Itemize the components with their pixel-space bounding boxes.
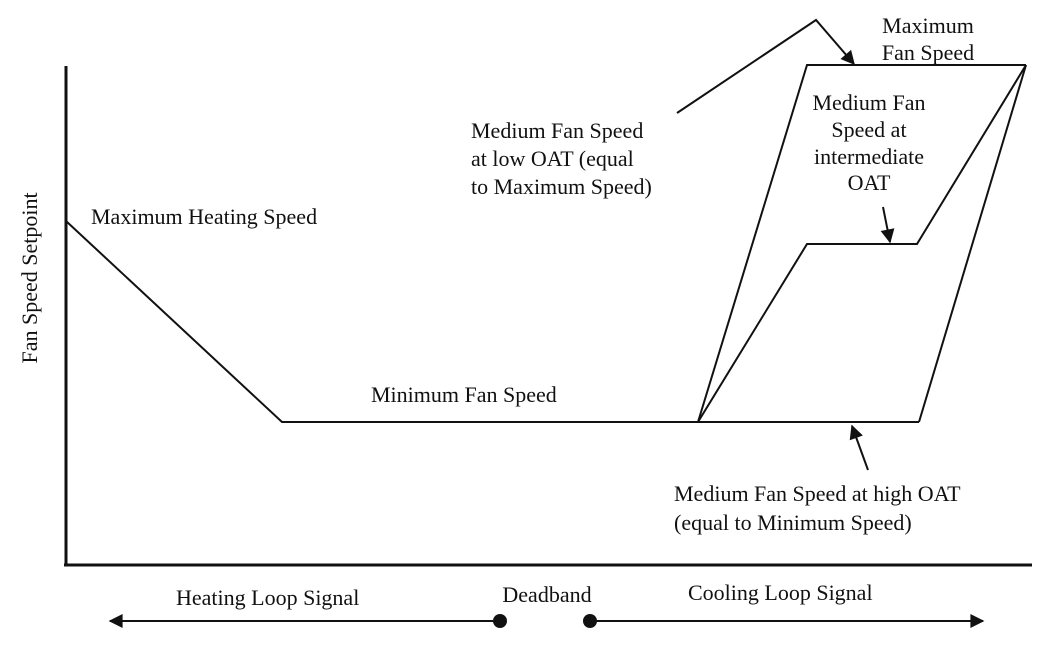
label-maximum-heating-speed: Maximum Heating Speed [91, 204, 317, 229]
cooling-signal-dot [583, 614, 597, 628]
label-cooling-loop-signal: Cooling Loop Signal [688, 580, 873, 605]
label-medium-low-oat-2: at low OAT (equal [471, 146, 634, 171]
pointer-intermediate-oat [880, 206, 895, 244]
label-minimum-fan-speed: Minimum Fan Speed [371, 382, 557, 407]
label-medium-intermediate-2: Speed at [831, 117, 906, 142]
label-medium-intermediate-1: Medium Fan [812, 90, 925, 115]
label-medium-intermediate-3: intermediate [814, 144, 924, 169]
label-medium-low-oat-3: to Maximum Speed) [471, 174, 652, 199]
pointer-high-oat [849, 424, 869, 471]
heating-speed-line [65, 220, 919, 423]
label-deadband: Deadband [502, 582, 591, 607]
medium-fan-low-oat-line [697, 64, 1026, 423]
heating-signal-dot [493, 614, 507, 628]
label-medium-high-oat-1: Medium Fan Speed at high OAT [674, 481, 961, 506]
cooling-right-edge [918, 64, 1027, 423]
y-axis-label: Fan Speed Setpoint [17, 192, 42, 363]
pointer-medium-low-oat [676, 18, 855, 114]
label-heating-loop-signal: Heating Loop Signal [176, 585, 359, 610]
label-medium-high-oat-2: (equal to Minimum Speed) [674, 510, 912, 535]
label-medium-low-oat-1: Medium Fan Speed [471, 118, 643, 143]
label-maximum-fan-speed-2: Fan Speed [882, 40, 974, 65]
medium-fan-intermediate-oat-line [697, 64, 1027, 423]
label-maximum-fan-speed-1: Maximum [882, 13, 974, 38]
label-medium-intermediate-4: OAT [848, 170, 891, 195]
